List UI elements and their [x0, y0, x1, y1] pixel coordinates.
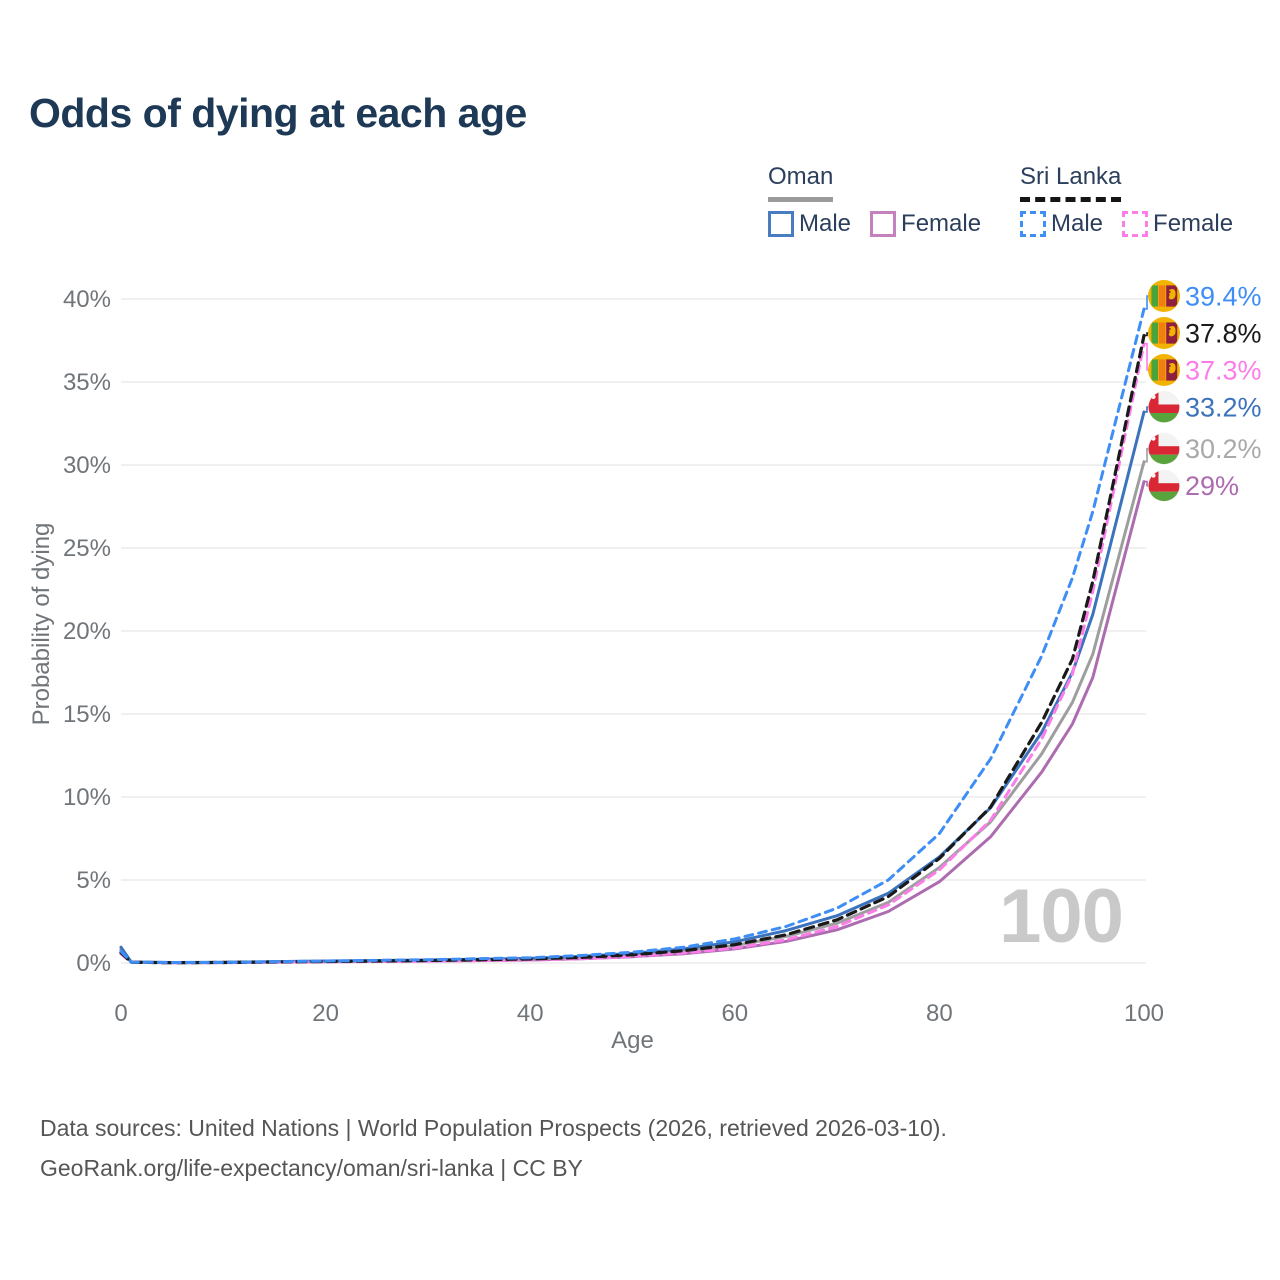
solid-line-swatch-icon	[870, 211, 897, 237]
sri-lanka-flag-icon	[1148, 317, 1180, 349]
series-line-sri-lanka-both-sexes[interactable]	[119, 333, 1146, 965]
legend-item-label: Female	[901, 210, 982, 237]
end-value-label: 33.2%	[1185, 392, 1262, 422]
y-tick-label: 35%	[63, 369, 111, 396]
y-tick-label: 30%	[63, 452, 111, 479]
plot-hover-area[interactable]	[121, 290, 1146, 963]
legend-item-sri-lanka-male[interactable]: Male	[1020, 210, 1103, 238]
oman-flag-icon	[1148, 433, 1180, 465]
legend-items-oman: Male Female	[768, 210, 981, 238]
legend-country-sri-lanka[interactable]: Sri Lanka	[1020, 163, 1122, 202]
legend-item-label: Female	[1153, 210, 1234, 237]
end-label-layer: 39.4% 37.8% 37.3% 33.2% 30.2% 29%	[1144, 280, 1262, 502]
data-sources-text: Data sources: United Nations | World Pop…	[40, 1115, 947, 1141]
legend-item-label: Male	[1051, 210, 1104, 237]
x-tick-label: 100	[1124, 1000, 1164, 1027]
y-tick-label: 15%	[63, 701, 111, 728]
oman-flag-icon	[1148, 391, 1180, 423]
x-tick-label: 20	[312, 1000, 339, 1027]
series-line-sri-lanka-male[interactable]	[119, 307, 1146, 964]
x-axis-title: Age	[611, 1027, 654, 1054]
y-tick-label: 25%	[63, 535, 111, 562]
footer: Data sources: United Nations | World Pop…	[40, 1108, 947, 1188]
legend-item-sri-lanka-female[interactable]: Female	[1122, 210, 1233, 238]
y-tick-label: 40%	[63, 286, 111, 313]
sri-lanka-flag-icon	[1148, 280, 1180, 312]
series-line-sri-lanka-female[interactable]	[119, 342, 1146, 965]
legend-group-oman: Oman Male Female	[768, 163, 981, 238]
hovered-age-watermark: 100	[999, 874, 1124, 959]
oman-flag-icon	[1148, 470, 1180, 502]
sri-lanka-flag-icon	[1148, 354, 1180, 386]
legend-item-oman-female[interactable]: Female	[870, 210, 981, 238]
legend-country-oman[interactable]: Oman	[768, 163, 834, 202]
legend-item-oman-male[interactable]: Male	[768, 210, 851, 238]
x-tick-label: 0	[114, 1000, 127, 1027]
end-value-label: 29%	[1185, 471, 1239, 501]
x-tick-label: 40	[517, 1000, 544, 1027]
legend-item-label: Male	[799, 210, 852, 237]
end-value-label: 37.8%	[1185, 318, 1262, 348]
chart-canvas[interactable]: 0% 5% 10% 15% 20% 25% 30% 35% 40% 0 20 40 60 80 100 39…	[0, 0, 1280, 1080]
y-tick-label: 20%	[63, 618, 111, 645]
y-tick-label: 5%	[76, 867, 111, 894]
end-value-label: 37.3%	[1185, 355, 1262, 385]
legend-group-sri-lanka: Sri Lanka Male Female	[1020, 163, 1233, 238]
dashed-line-swatch-icon	[1020, 211, 1046, 237]
y-tick-label: 10%	[63, 784, 111, 811]
chart-title: Odds of dying at each age	[29, 90, 527, 136]
end-value-label: 30.2%	[1185, 434, 1262, 464]
end-value-label: 39.4%	[1185, 281, 1262, 311]
y-tick-label: 0%	[76, 950, 111, 977]
x-tick-label: 80	[926, 1000, 953, 1027]
dashed-line-swatch-icon	[1122, 211, 1149, 237]
attribution-link[interactable]: GeoRank.org/life-expectancy/oman/sri-lan…	[40, 1155, 583, 1181]
legend-items-sri-lanka: Male Female	[1020, 210, 1233, 238]
series-layer	[119, 307, 1146, 965]
grid-layer: 0% 5% 10% 15% 20% 25% 30% 35% 40% 0 20 40 60 80 100	[63, 286, 1164, 1027]
solid-line-swatch-icon	[768, 211, 794, 237]
x-tick-label: 60	[721, 1000, 748, 1027]
